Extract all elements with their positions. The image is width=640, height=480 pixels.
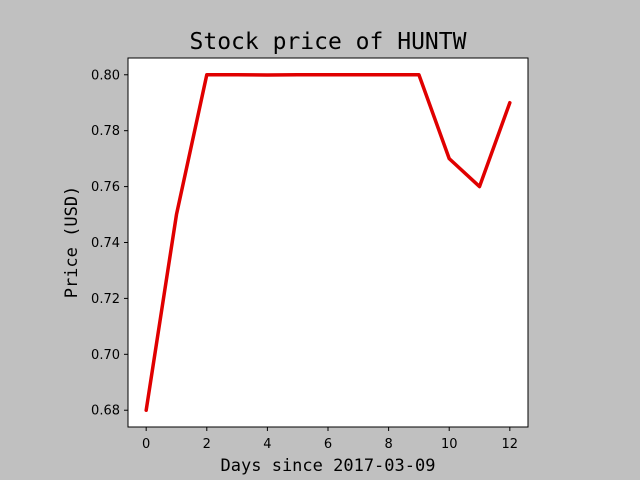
price-points: [146, 74, 510, 411]
x-tick-label: 0: [142, 437, 150, 452]
y-tick-label: 0.74: [91, 236, 120, 251]
x-axis-ticks: 0 2 4 6 8 10 12: [142, 427, 518, 452]
y-tick-label: 0.80: [91, 68, 120, 83]
x-tick-label: 6: [324, 437, 332, 452]
x-tick-label: 8: [384, 437, 392, 452]
chart-title: Stock price of HUNTW: [190, 29, 467, 55]
y-tick-label: 0.78: [91, 124, 120, 139]
y-axis-label: Price (USD): [62, 186, 82, 299]
x-tick-label: 12: [502, 437, 519, 452]
y-tick-label: 0.72: [91, 292, 120, 307]
x-tick-label: 10: [441, 437, 458, 452]
x-tick-label: 4: [263, 437, 271, 452]
x-axis-label: Days since 2017-03-09: [221, 456, 436, 476]
y-tick-label: 0.70: [91, 348, 120, 363]
plot-area: [127, 57, 529, 428]
x-tick-label: 2: [203, 437, 211, 452]
y-axis-ticks: 0.68 0.70 0.72 0.74 0.76 0.78 0.80: [91, 68, 128, 419]
y-tick-label: 0.68: [91, 404, 120, 419]
y-tick-label: 0.76: [91, 180, 120, 195]
